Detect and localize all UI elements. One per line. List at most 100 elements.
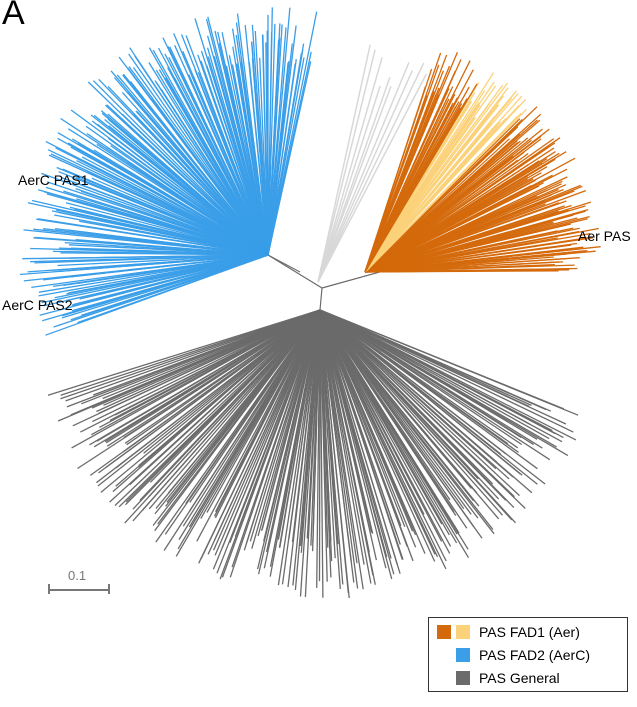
tree-branch-general: [265, 338, 315, 553]
tree-branch-fad1: [373, 90, 517, 262]
tree-branch-general: [344, 322, 577, 441]
tree-branch-fad2: [92, 80, 243, 230]
tree-branch-fad2: [87, 170, 246, 246]
tree-branch-fad1: [375, 116, 518, 262]
tree-branch-fad2: [268, 27, 287, 244]
tree-branch-general: [132, 322, 309, 510]
tree-branch-general: [346, 335, 526, 509]
tree-branch-fad2: [266, 30, 269, 247]
tree-branch-general: [71, 319, 302, 449]
tree-branch-general: [98, 319, 303, 428]
tree-branch-general: [327, 330, 402, 526]
tree-branch-general: [206, 323, 313, 513]
clade-unclassified: [317, 44, 427, 283]
tree-branch-general: [216, 336, 310, 574]
tree-branch-general: [326, 324, 447, 570]
tree-branch-fad2: [207, 56, 262, 234]
tree-branch-fad2: [155, 69, 262, 244]
tree-branch-general: [98, 319, 298, 414]
tree-branch-general: [60, 316, 298, 396]
tree-branch-general: [320, 327, 344, 585]
tree-branch-fad1: [372, 174, 553, 269]
tree-branch-fad2: [118, 56, 248, 228]
tree-branch-general: [336, 338, 470, 559]
tree-branch-general: [351, 325, 553, 432]
tree-branch-general: [251, 337, 313, 549]
tree-branch-general: [105, 326, 294, 444]
tree-branch-fad2: [167, 67, 253, 226]
tree-branch-general: [77, 317, 309, 470]
tree-branch-general: [221, 339, 310, 578]
clade-pas-fad2: [19, 7, 318, 336]
tree-branch-fad2: [110, 145, 252, 244]
tree-branch-general: [93, 319, 305, 448]
tree-branch-general: [189, 316, 316, 503]
tree-branch-general: [326, 333, 398, 565]
tree-branch-general: [343, 327, 546, 485]
tree-branch-general: [348, 327, 543, 449]
tree-branch-fad1: [397, 264, 552, 272]
tree-branch-fad2: [253, 254, 269, 261]
tree-branch-general: [330, 322, 500, 520]
panel-letter: A: [2, 0, 25, 32]
tree-branch-general: [346, 324, 563, 443]
tree-branch-fad1: [371, 103, 463, 261]
tree-branch-fad2: [274, 11, 318, 222]
tree-branch-fad2: [53, 263, 242, 328]
tree-branch-fad2: [167, 46, 256, 228]
tree-branch-fad2: [34, 255, 236, 264]
tree-branch-general: [328, 335, 401, 545]
scale-bar-line: [48, 589, 110, 591]
tree-branch-unclassified: [317, 247, 327, 283]
tree-branch-general: [312, 336, 320, 543]
tree-branch-general: [196, 329, 311, 542]
tree-branch-general: [321, 343, 341, 589]
tree-branch-general: [333, 323, 494, 485]
tree-branch-fad2: [43, 228, 254, 254]
tree-branch-fad2: [132, 67, 258, 241]
tree-branch-fad1: [390, 194, 552, 263]
swatch-fad1-light: [456, 625, 470, 639]
tree-branch-general: [96, 324, 288, 413]
tree-branch-fad2: [248, 61, 266, 227]
tree-branch-fad2: [200, 60, 266, 247]
tree-branch-unclassified: [322, 73, 427, 272]
tree-branch-fad2: [57, 137, 244, 243]
tree-branch-general: [328, 318, 520, 497]
tree-branch-general: [333, 333, 469, 550]
tree-branch-general: [65, 318, 295, 402]
tree-branch-general: [335, 324, 510, 480]
tree-branch-fad2: [57, 255, 237, 267]
tree-branch-fad2: [36, 218, 231, 250]
tree-branch-general: [142, 318, 313, 511]
label-aerc-pas1: AerC PAS1: [18, 172, 89, 188]
tree-branch-general: [154, 335, 301, 532]
tree-branch-fad2: [38, 257, 251, 293]
tree-branch-general: [319, 309, 346, 321]
legend-item-fad1: PAS FAD1 (Aer): [437, 623, 580, 641]
tree-branch-general: [333, 321, 533, 494]
tree-branch-fad2: [205, 18, 262, 230]
tree-branch-fad1: [386, 158, 556, 260]
tree-branch-fad2: [66, 257, 254, 295]
tree-branch-fad1: [388, 138, 510, 251]
tree-branch-fad2: [180, 34, 259, 230]
tree-branch-fad2: [87, 81, 258, 245]
tree-branch-fad2: [75, 187, 245, 248]
tree-branch-general: [229, 333, 313, 578]
tree-branch-fad2: [74, 208, 251, 252]
tree-branch-general: [96, 323, 296, 442]
tree-branch-fad2: [46, 193, 243, 249]
tree-branch-general: [344, 319, 565, 410]
tree-branch-fad1: [376, 105, 453, 250]
tree-branch-fad2: [19, 256, 235, 276]
tree-branch-fad1: [375, 99, 447, 249]
tree-branch-fad2: [61, 262, 241, 319]
legend-label-general: PAS General: [479, 670, 560, 686]
tree-branch-unclassified: [322, 85, 381, 267]
tree-branch-fad2: [268, 23, 276, 223]
tree-branch-fad2: [98, 78, 246, 232]
tree-branch-general: [316, 339, 321, 588]
tree-branch-fad2: [65, 202, 235, 247]
tree-branch-general: [81, 322, 288, 405]
